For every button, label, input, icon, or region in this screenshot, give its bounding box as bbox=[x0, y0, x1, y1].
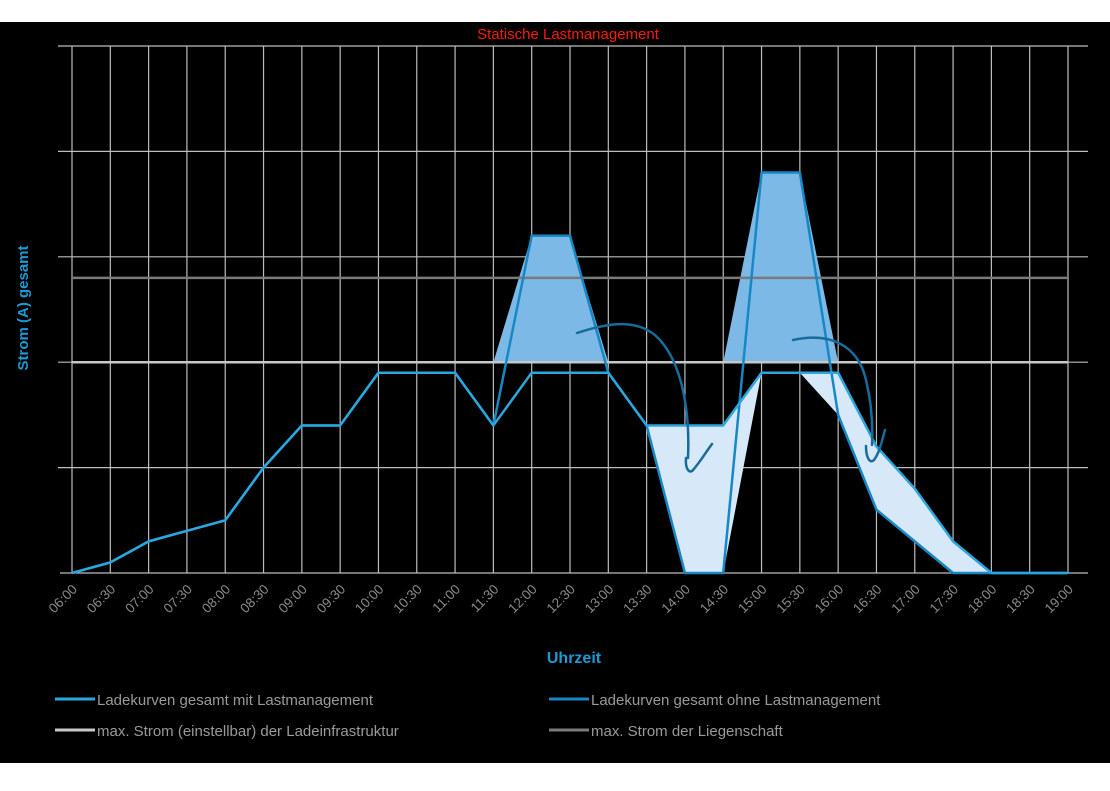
legend-label-liegenschaft: max. Strom der Liegenschaft bbox=[591, 723, 784, 740]
arrow-head-1 bbox=[684, 442, 714, 473]
legend-label-mit: Ladekurven gesamt mit Lastmanagement bbox=[97, 692, 374, 709]
x-axis-label: Uhrzeit bbox=[547, 650, 602, 667]
chart-title: Statische Lastmanagement bbox=[477, 26, 660, 43]
shift-arrow-1 bbox=[575, 322, 690, 460]
legend-label-ohne: Ladekurven gesamt ohne Lastmanagement bbox=[591, 692, 881, 709]
legend: Ladekurven gesamt mit Lastmanagement Lad… bbox=[55, 692, 881, 740]
y-axis-label: Strom (A) gesamt bbox=[15, 245, 32, 370]
chart-background bbox=[0, 22, 1110, 763]
arrow-head-2 bbox=[864, 428, 887, 463]
shift-arrow-2 bbox=[791, 336, 874, 447]
legend-label-ladeinfrastruktur: max. Strom (einstellbar) der Ladeinfrast… bbox=[97, 723, 399, 740]
shifted-load-area bbox=[72, 372, 1068, 573]
excess-load-area bbox=[72, 172, 1068, 363]
series-line-mit-lastmanagement bbox=[71, 371, 1068, 575]
